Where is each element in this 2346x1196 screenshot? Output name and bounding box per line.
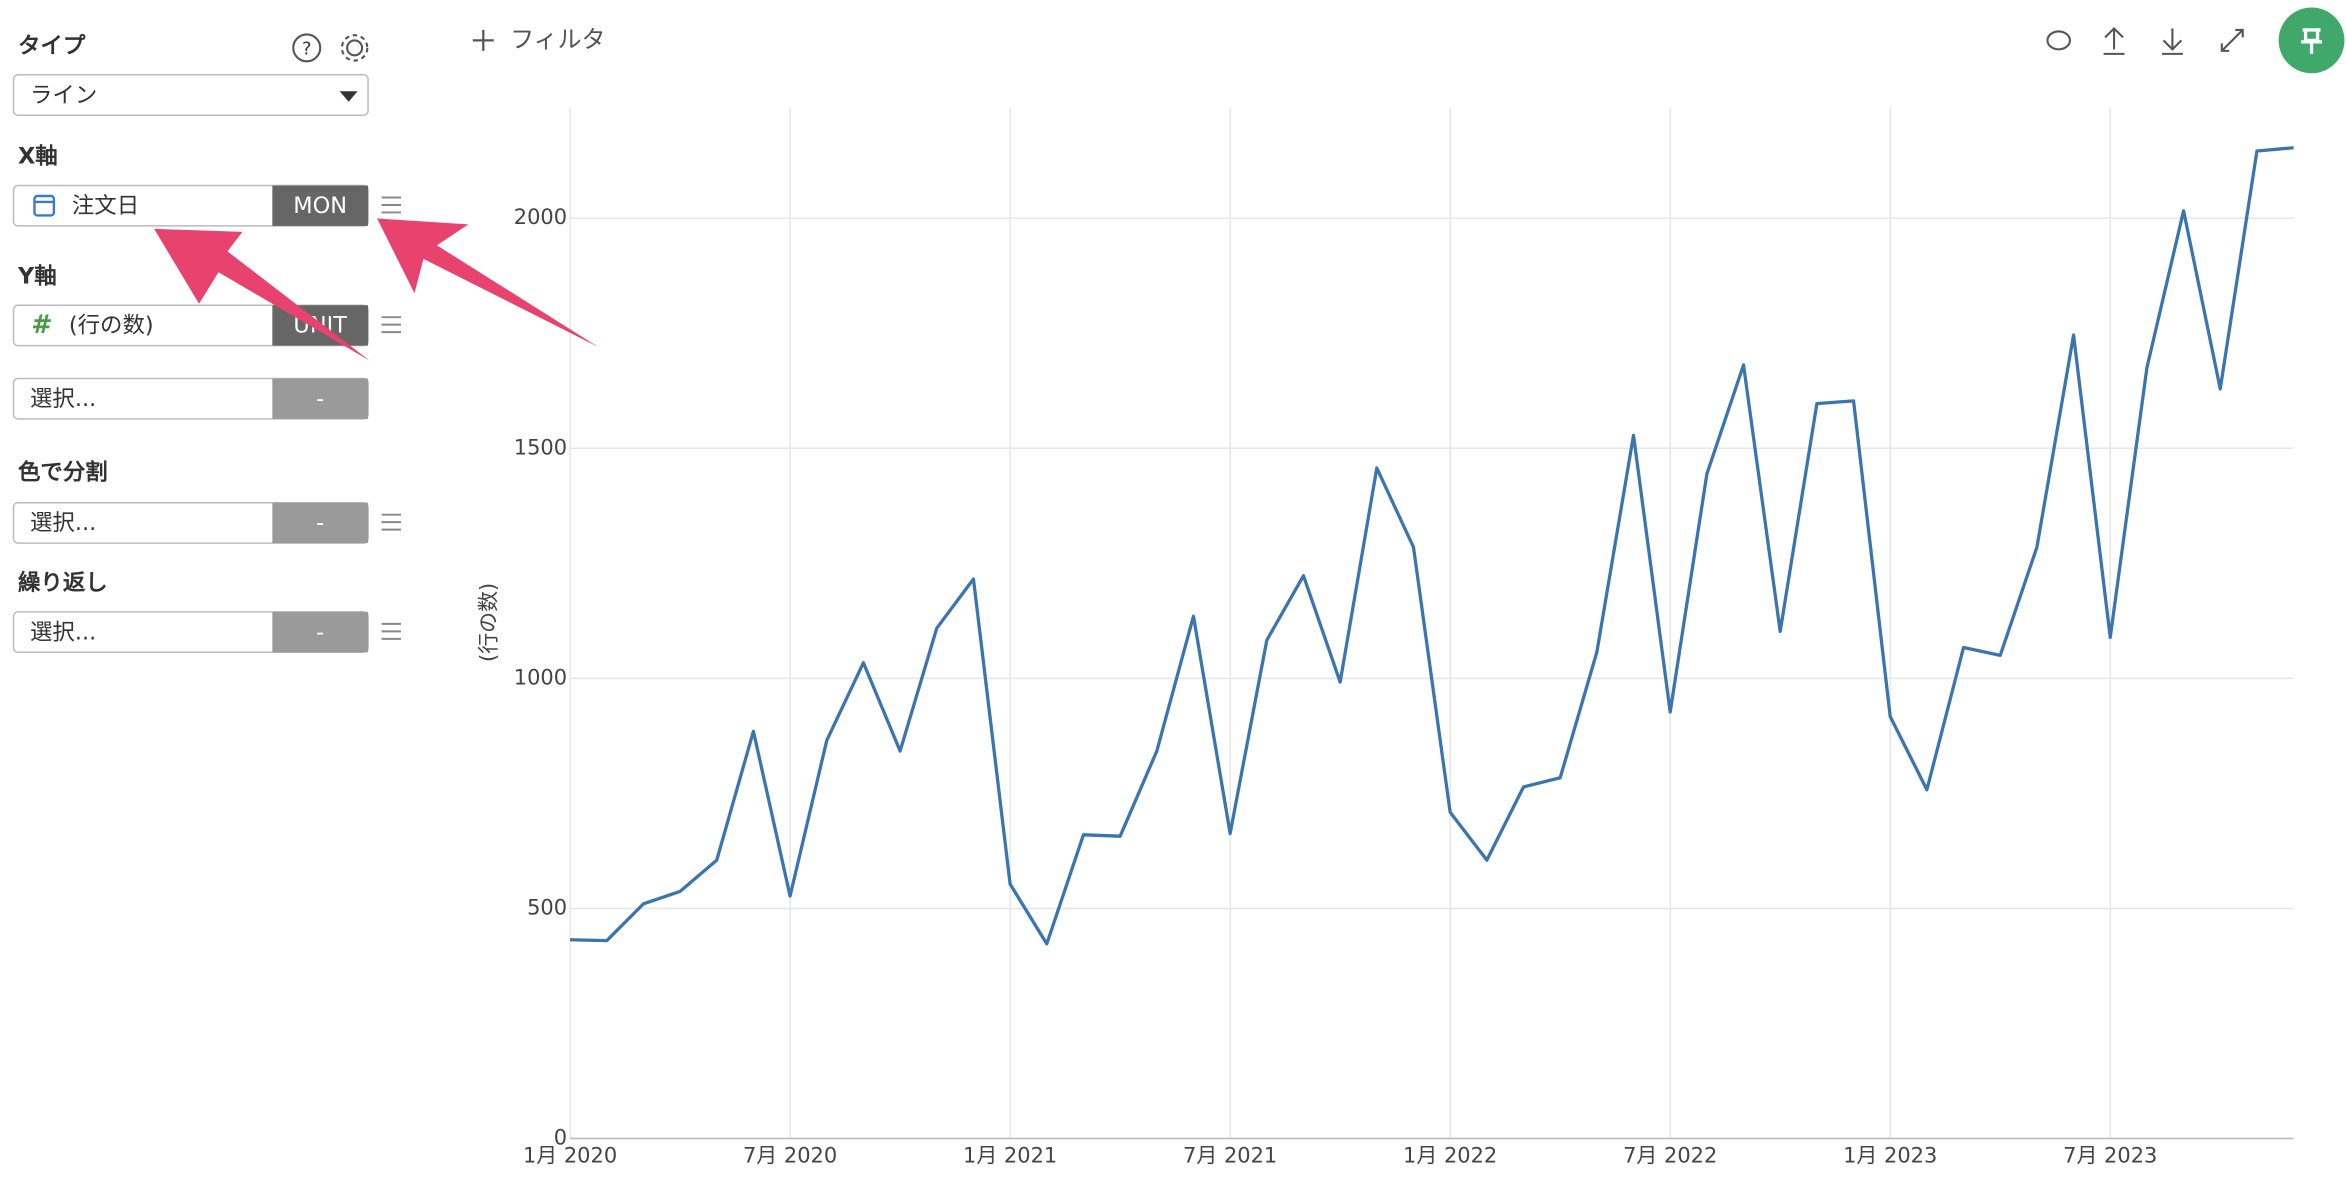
- type-value: ライン: [30, 82, 97, 108]
- settings-icon[interactable]: [340, 34, 369, 62]
- svg-text:?: ?: [302, 38, 312, 59]
- x-unit: MON: [293, 193, 347, 219]
- download-icon[interactable]: [2161, 28, 2183, 55]
- color-label: 色で分割: [18, 458, 108, 485]
- x-tick-label: 7月 2023: [2063, 1144, 2157, 1168]
- comment-icon[interactable]: [2046, 30, 2071, 51]
- filter-button[interactable]: フィルタ: [472, 25, 606, 53]
- x-tick-label: 1月 2020: [523, 1144, 617, 1168]
- y-tick-label: 1000: [514, 665, 567, 689]
- x-tick-label: 7月 2021: [1183, 1144, 1277, 1168]
- data-line: [570, 146, 2294, 946]
- filter-label: フィルタ: [510, 25, 605, 53]
- repeat-field[interactable]: 選択... -: [12, 611, 369, 654]
- repeat-unit: -: [316, 619, 324, 645]
- y2-unit: -: [316, 386, 324, 412]
- y-axis-title: (行の数): [476, 583, 500, 662]
- pin-button[interactable]: [2278, 7, 2345, 74]
- x-field[interactable]: 注文日 MON: [12, 184, 369, 227]
- y-axis-label: Y軸: [17, 263, 57, 289]
- repeat-menu[interactable]: [381, 622, 402, 640]
- color-menu[interactable]: [381, 513, 402, 531]
- y-tick-label: 2000: [514, 205, 567, 229]
- x-tick-label: 1月 2023: [1843, 1144, 1937, 1168]
- y-menu[interactable]: [381, 316, 402, 334]
- type-select[interactable]: ライン: [12, 74, 369, 116]
- chart: 0 500 1000 1500 2000 1月 2020 7月 2020 1月 2021 7月 …: [476, 107, 2294, 1168]
- x-axis-label: X軸: [18, 144, 58, 170]
- y-tick-label: 1500: [514, 435, 567, 459]
- color-unit: -: [316, 510, 324, 536]
- y-tick-label: 0: [554, 1126, 567, 1150]
- annotation-arrows: [154, 218, 599, 361]
- repeat-label: 繰り返し: [18, 569, 108, 596]
- color-field-name: 選択...: [30, 510, 96, 536]
- help-icon[interactable]: ?: [292, 33, 322, 63]
- y2-field-name: 選択...: [30, 386, 96, 412]
- y2-field[interactable]: 選択... -: [12, 377, 369, 420]
- type-label: タイプ: [18, 33, 86, 59]
- upload-icon[interactable]: [2103, 26, 2125, 55]
- x-tick-label: 1月 2021: [963, 1144, 1057, 1168]
- x-tick-label: 7月 2022: [1623, 1144, 1717, 1168]
- expand-icon[interactable]: [2220, 28, 2244, 52]
- repeat-field-name: 選択...: [30, 619, 96, 645]
- y-tick-label: 500: [527, 895, 567, 919]
- svg-text:#: #: [31, 309, 52, 339]
- x-tick-label: 1月 2022: [1403, 1144, 1497, 1168]
- x-field-name: 注文日: [72, 193, 139, 219]
- x-menu[interactable]: [381, 196, 402, 214]
- color-field[interactable]: 選択... -: [12, 501, 369, 544]
- x-tick-label: 7月 2020: [743, 1144, 837, 1168]
- y-field-name: (行の数): [69, 313, 154, 339]
